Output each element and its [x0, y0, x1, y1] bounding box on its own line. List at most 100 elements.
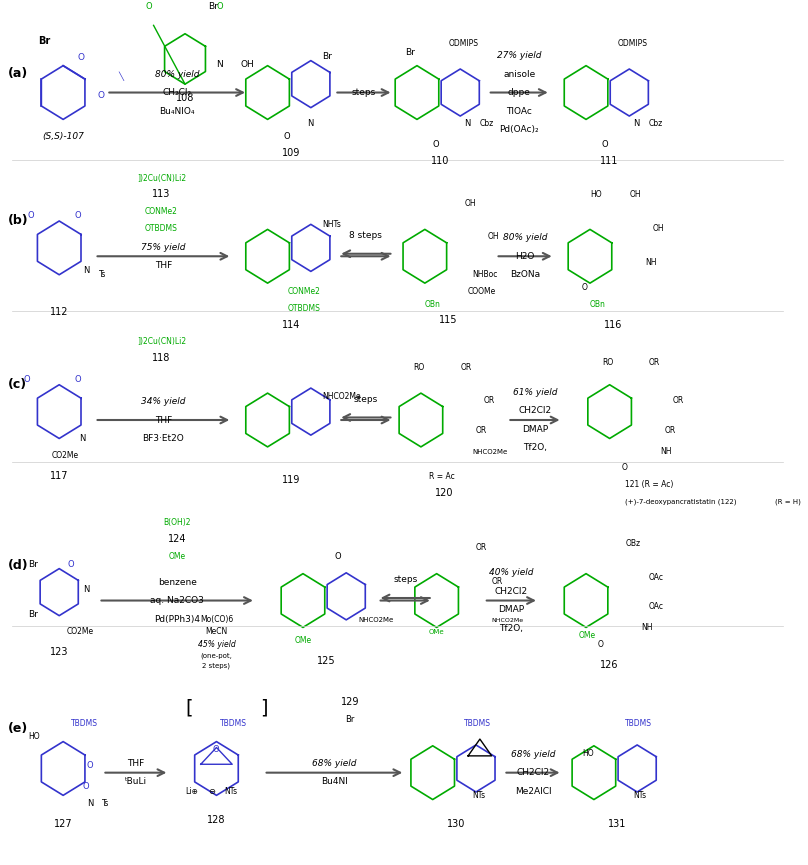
Text: OR: OR [492, 577, 503, 586]
Text: N: N [82, 266, 89, 275]
Text: RO: RO [413, 362, 424, 372]
Text: 117: 117 [50, 471, 69, 481]
Text: ODMIPS: ODMIPS [617, 39, 647, 48]
Text: NHCO2Me: NHCO2Me [322, 392, 361, 401]
Text: 61% yield: 61% yield [513, 388, 558, 397]
Text: 121 (R = Ac): 121 (R = Ac) [625, 480, 674, 490]
Text: 108: 108 [176, 93, 194, 103]
Text: 119: 119 [282, 475, 301, 485]
Text: CH₂Cl₂: CH₂Cl₂ [162, 88, 191, 97]
Text: NHCO2Me: NHCO2Me [358, 617, 393, 623]
Text: ODMIPS: ODMIPS [448, 39, 478, 48]
Text: CO2Me: CO2Me [67, 627, 95, 636]
Text: ╲: ╲ [119, 72, 124, 81]
Text: DMAP: DMAP [522, 425, 548, 433]
Text: CH2Cl2: CH2Cl2 [494, 586, 528, 596]
Text: Tf2O,: Tf2O, [499, 624, 524, 632]
Text: NH: NH [641, 623, 653, 632]
Text: CONMe2: CONMe2 [145, 208, 178, 216]
Text: N: N [86, 799, 93, 808]
Text: 68% yield: 68% yield [511, 750, 555, 759]
Text: anisole: anisole [503, 69, 536, 79]
Text: Br: Br [208, 2, 218, 10]
Text: Br: Br [27, 611, 38, 619]
Text: B(OH)2: B(OH)2 [163, 518, 191, 527]
Text: TBDMS: TBDMS [625, 720, 652, 728]
Text: (a): (a) [8, 67, 28, 80]
Text: Ts: Ts [99, 270, 106, 279]
Text: N: N [633, 119, 640, 128]
Text: CONMe2: CONMe2 [287, 287, 320, 296]
Text: OBz: OBz [625, 539, 641, 548]
Text: NHCO2Me: NHCO2Me [472, 449, 507, 455]
Text: 114: 114 [282, 320, 301, 330]
Text: ])2Cu(CN)Li2: ])2Cu(CN)Li2 [137, 174, 186, 183]
Text: OH: OH [464, 199, 476, 208]
Text: OMe: OMe [169, 552, 186, 561]
Text: 124: 124 [168, 534, 187, 544]
Text: OMe: OMe [429, 629, 444, 635]
Text: Cbz: Cbz [649, 119, 663, 128]
Text: Me2AlCl: Me2AlCl [515, 786, 551, 796]
Text: 8 steps: 8 steps [349, 231, 382, 240]
Text: 113: 113 [152, 189, 170, 200]
Text: 120: 120 [436, 488, 454, 497]
Text: Li⊕: Li⊕ [185, 786, 198, 796]
Text: (e): (e) [8, 722, 28, 735]
Text: steps: steps [393, 575, 417, 584]
Text: TBDMS: TBDMS [71, 720, 98, 728]
Text: OH: OH [629, 190, 641, 200]
Text: O: O [213, 745, 219, 753]
Text: HO: HO [590, 190, 602, 200]
Text: ᵗBuLi: ᵗBuLi [124, 778, 147, 786]
Text: O: O [27, 211, 35, 221]
Text: 123: 123 [50, 647, 69, 657]
Text: 75% yield: 75% yield [141, 242, 186, 252]
Text: OH: OH [488, 233, 499, 241]
Text: 112: 112 [50, 307, 69, 317]
Text: OH: OH [240, 61, 254, 69]
Text: 34% yield: 34% yield [141, 397, 186, 406]
Text: N: N [82, 585, 89, 594]
Text: NHBoc: NHBoc [472, 270, 498, 279]
Text: NH: NH [645, 258, 657, 266]
Text: H2O: H2O [516, 252, 535, 260]
Text: O: O [67, 560, 74, 569]
Text: HO: HO [582, 749, 594, 758]
Text: [: [ [185, 699, 192, 718]
Text: DMAP: DMAP [499, 606, 524, 614]
Text: N: N [217, 61, 223, 69]
Text: ]: ] [259, 699, 267, 718]
Text: CO2Me: CO2Me [52, 451, 78, 460]
Text: O: O [75, 211, 82, 221]
Text: OR: OR [476, 426, 487, 434]
Text: RO: RO [602, 358, 613, 368]
Text: OR: OR [649, 358, 660, 368]
Text: THF: THF [155, 261, 172, 270]
Text: Bu₄NIO₄: Bu₄NIO₄ [159, 106, 195, 116]
Text: (R = H): (R = H) [775, 499, 801, 505]
Text: O: O [335, 552, 341, 561]
Text: OR: OR [665, 426, 676, 434]
Text: 45% yield: 45% yield [198, 640, 235, 649]
Text: OH: OH [653, 224, 664, 233]
Text: THF: THF [155, 415, 172, 425]
Text: BF3·Et2O: BF3·Et2O [142, 434, 184, 443]
Text: O: O [98, 91, 104, 99]
Text: BzONa: BzONa [510, 270, 541, 279]
Text: 80% yield: 80% yield [503, 234, 547, 242]
Text: Br: Br [27, 560, 38, 569]
Text: O: O [86, 761, 94, 771]
Text: (d): (d) [8, 559, 29, 572]
Text: HO: HO [27, 732, 40, 741]
Text: NTs: NTs [225, 786, 238, 796]
Text: OAc: OAc [649, 602, 664, 611]
Text: O: O [284, 131, 290, 141]
Text: 2 steps): 2 steps) [203, 663, 230, 670]
Text: 129: 129 [341, 697, 360, 708]
Text: O: O [433, 140, 440, 149]
Text: NTs: NTs [472, 791, 485, 800]
Text: COOMe: COOMe [468, 287, 496, 296]
Text: Br: Br [405, 48, 415, 57]
Text: 128: 128 [207, 815, 225, 825]
